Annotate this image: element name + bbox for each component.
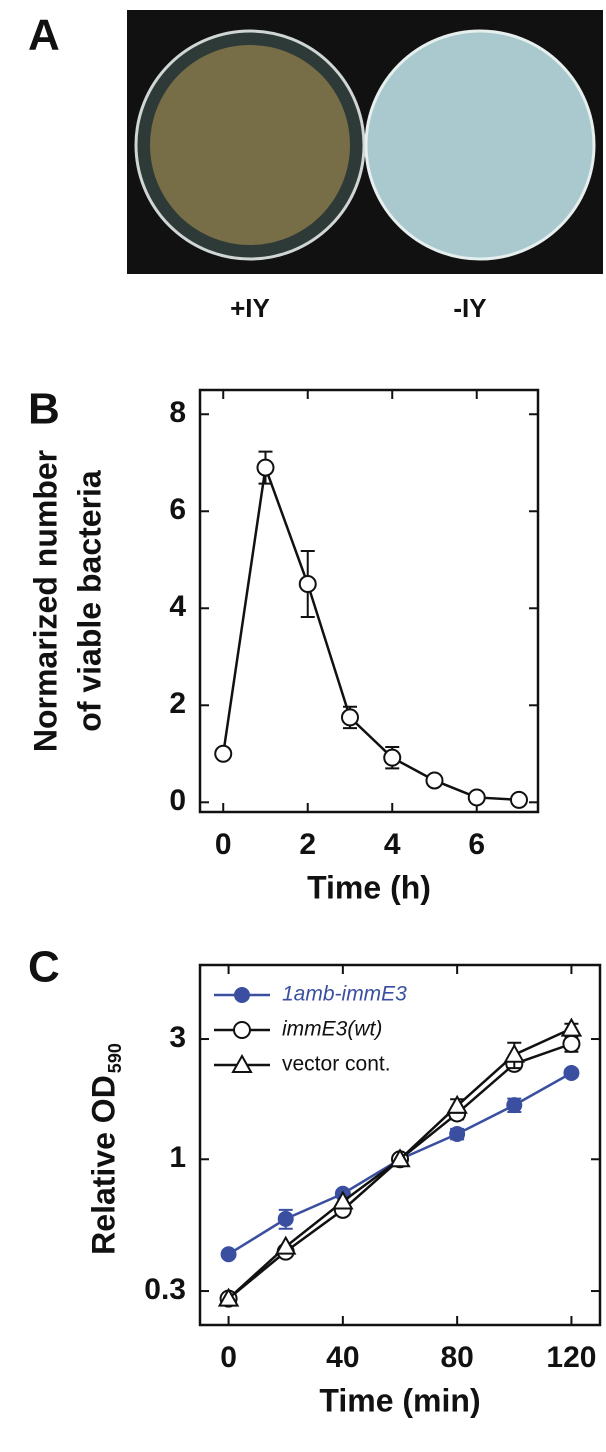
x-tick-label: 0	[215, 828, 232, 861]
marker	[340, 708, 359, 727]
marker	[509, 790, 528, 809]
marker	[389, 1148, 411, 1168]
x-axis-label: Time (min)	[319, 1382, 480, 1418]
marker	[563, 1064, 580, 1081]
y-axis-label-subscript: 590	[105, 1043, 125, 1073]
marker	[449, 1125, 466, 1142]
plot-frame	[198, 963, 602, 1327]
marker	[332, 1190, 354, 1210]
marker	[275, 1235, 297, 1255]
x-tick-label: 4	[384, 828, 401, 861]
legend-label: vector cont.	[282, 1053, 391, 1076]
marker	[503, 1043, 525, 1063]
marker	[220, 1246, 237, 1263]
colonies	[150, 45, 350, 245]
plate	[364, 29, 596, 261]
y-tick-label: 0.3	[144, 1273, 186, 1306]
y-axis-label: Relative OD	[85, 1075, 121, 1255]
legend-label: 1amb-immE3	[282, 983, 407, 1006]
panel-letter: C	[28, 943, 60, 992]
marker	[277, 1210, 294, 1227]
series-line	[222, 467, 520, 802]
y-tick-label: 8	[169, 396, 186, 429]
y-tick-label: 0	[169, 784, 186, 817]
marker	[506, 1097, 523, 1114]
marker	[467, 788, 486, 807]
x-tick-label: 6	[468, 828, 485, 861]
legend-marker	[231, 1053, 253, 1073]
y-tick-label: 4	[169, 590, 186, 623]
marker	[425, 771, 444, 790]
series-line	[227, 1042, 572, 1300]
legend-label: immE3(wt)	[282, 1018, 382, 1041]
marker	[256, 458, 275, 477]
x-tick-label: 80	[440, 1341, 473, 1374]
photo-caption: -IY	[453, 293, 486, 323]
marker	[383, 748, 402, 767]
marker	[298, 575, 317, 594]
marker	[217, 1287, 240, 1307]
y-tick-label: 2	[169, 687, 186, 720]
x-tick-label: 0	[220, 1341, 237, 1374]
marker	[446, 1094, 468, 1114]
legend-marker	[233, 1021, 251, 1039]
y-axis-label: Normarized number	[27, 450, 63, 752]
y-tick-label: 3	[169, 1021, 186, 1054]
x-tick-label: 40	[326, 1341, 359, 1374]
marker	[560, 1017, 583, 1037]
marker	[214, 744, 233, 763]
panel-letter: A	[28, 11, 60, 60]
photo-caption: +IY	[230, 293, 270, 323]
y-tick-label: 6	[169, 493, 186, 526]
x-tick-label: 2	[299, 828, 316, 861]
legend-marker	[234, 987, 250, 1003]
marker	[562, 1034, 581, 1053]
panel-letter: B	[28, 385, 60, 434]
x-tick-label: 120	[546, 1341, 596, 1374]
plot-frame	[198, 388, 540, 814]
y-tick-label: 1	[169, 1141, 186, 1174]
x-axis-label: Time (h)	[307, 869, 431, 905]
y-axis-label: of viable bacteria	[71, 470, 107, 732]
